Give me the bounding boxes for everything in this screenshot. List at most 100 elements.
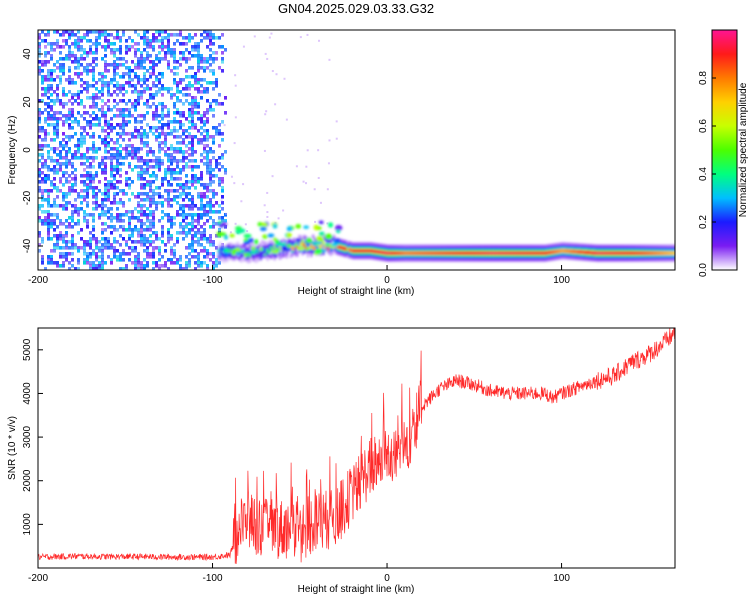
spectrogram-cell — [95, 243, 98, 247]
spectrogram-cell — [41, 93, 44, 97]
spectrogram-cell — [107, 90, 110, 94]
spectrogram-cell — [185, 234, 188, 238]
spectrogram-cell — [128, 69, 131, 73]
ridge-cell — [512, 251, 515, 255]
spectrogram-cell — [206, 264, 209, 268]
spectrogram-cell — [194, 231, 197, 235]
ridge-cell — [589, 257, 592, 262]
spectrogram-cell — [122, 126, 125, 130]
ridge-cell — [428, 247, 432, 252]
ridge-cell — [366, 255, 369, 260]
spectrogram-cell — [212, 210, 215, 214]
spectrogram-cell — [155, 231, 158, 235]
ridge-cell — [568, 247, 571, 251]
spectrogram-cell — [140, 237, 143, 241]
spectrogram-cell — [92, 141, 95, 145]
ridge-cell — [355, 255, 358, 260]
spectrogram-cell — [179, 225, 182, 229]
spectrogram-cell — [50, 123, 53, 127]
spectrogram-cell — [71, 120, 74, 124]
spectrogram-cell — [92, 117, 95, 121]
snr-background — [38, 328, 675, 568]
spectrogram-cell — [203, 129, 206, 133]
y-tick-label: 1000 — [22, 513, 33, 536]
spectrogram-cell — [215, 261, 218, 265]
spectrogram-cell — [56, 132, 59, 136]
ridge-cell — [460, 251, 463, 255]
spectrogram-cell — [319, 201, 322, 204]
spectrogram-cell — [134, 258, 137, 262]
ridge-cell — [413, 257, 416, 262]
ridge-cell — [439, 249, 442, 253]
spectrogram-cell — [80, 102, 83, 106]
spectrogram-cell — [212, 33, 215, 37]
spectrogram-cell — [119, 225, 122, 229]
spectrogram-cell — [140, 231, 143, 235]
ridge-cell — [549, 248, 552, 253]
spectrogram-cell — [137, 252, 140, 256]
spectrogram-cell — [155, 111, 158, 115]
spectrogram-cell — [62, 105, 65, 109]
spectrogram-cell — [146, 195, 149, 199]
ridge-cell — [575, 245, 578, 250]
ridge-cell — [465, 251, 468, 255]
spectrogram-cell — [179, 90, 182, 94]
spectrogram-cell — [223, 124, 226, 127]
spectrogram-cell — [212, 51, 215, 55]
ridge-cell — [294, 250, 297, 255]
spectrogram-cell — [149, 75, 152, 79]
ridge-cell — [406, 244, 409, 249]
spectrogram-cell — [188, 153, 191, 157]
spectrogram-cell — [149, 87, 152, 91]
ridge-cell — [596, 253, 599, 258]
ridge-cell — [392, 251, 395, 255]
spectrogram-cell — [95, 192, 98, 196]
spectrogram-cell — [59, 168, 62, 172]
ridge-cell — [373, 255, 376, 260]
spectrogram-cell — [140, 78, 143, 82]
spectrogram-cell — [128, 162, 131, 166]
spectrogram-cell — [212, 69, 215, 73]
spectrogram-cell — [176, 60, 179, 64]
ridge-cell — [359, 246, 362, 251]
spectrogram-cell — [212, 204, 215, 208]
spectrogram-cell — [116, 153, 119, 157]
spectrogram-cell — [44, 138, 47, 142]
ridge-cell — [411, 255, 414, 260]
spectrogram-cell — [197, 60, 200, 64]
spectrogram-cell — [140, 126, 143, 130]
ridge-cell — [640, 247, 643, 252]
spectrogram-cell — [98, 261, 101, 265]
ridge-cell — [563, 252, 566, 257]
ridge-cell — [390, 255, 393, 260]
spectrogram-cell — [173, 189, 176, 193]
spectrogram-cell — [185, 150, 188, 154]
ridge-cell — [383, 248, 386, 253]
ridge-cell — [462, 253, 465, 258]
ridge-cell — [566, 245, 569, 250]
ridge-cell — [477, 253, 480, 258]
spectrogram-cell — [176, 108, 179, 112]
ridge-cell — [236, 252, 240, 257]
spectrogram-cell — [173, 249, 176, 253]
spectrogram-cell — [92, 57, 95, 61]
ridge-cell — [538, 253, 542, 258]
spectrogram-cell — [182, 150, 185, 154]
spectrogram-cell — [113, 51, 116, 55]
spectrogram-cell — [134, 72, 137, 76]
ridge-cell — [596, 249, 599, 253]
spectrogram-cell — [140, 114, 143, 118]
spectrogram-cell — [86, 201, 89, 205]
ridge-cell — [287, 244, 290, 249]
ridge-cell — [416, 249, 419, 253]
ridge-cell — [355, 252, 358, 257]
ridge-cell — [406, 257, 409, 262]
spectrogram-cell — [74, 60, 77, 64]
ridge-cell — [591, 257, 594, 262]
ridge-cell — [470, 244, 474, 249]
spectrogram-cell — [161, 84, 164, 88]
spectrogram-cell — [74, 150, 77, 154]
spectrogram-cell — [152, 69, 155, 73]
ridge-cell — [278, 255, 282, 260]
ridge-cell — [456, 255, 460, 260]
